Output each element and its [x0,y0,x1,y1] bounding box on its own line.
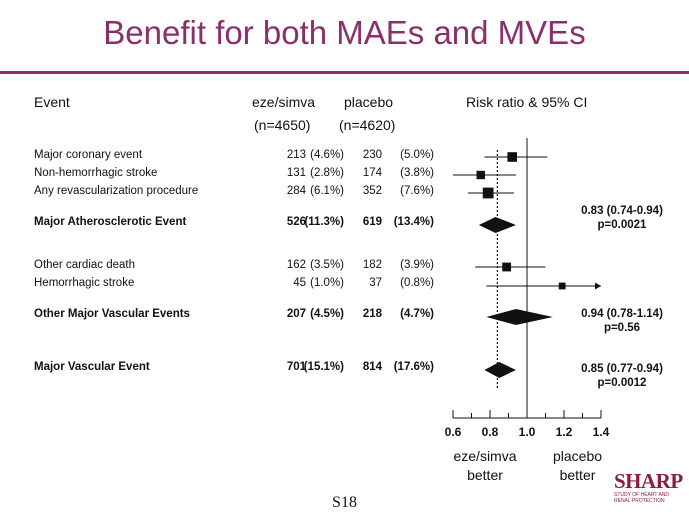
row-p2: (0.8%) [400,277,434,289]
axis-label-left: eze/simva better [445,447,525,485]
result-omve: 0.94 (0.78-1.14) p=0.56 [567,307,677,335]
header-event: Event [34,94,70,110]
logo-wordmark: SHARP [614,469,683,493]
axis-label-left-line1: eze/simva [453,448,517,464]
row-n1: 162 [286,259,306,271]
row-p2: (5.0%) [400,149,434,161]
result-mae: 0.83 (0.74-0.94) p=0.0021 [567,204,677,232]
slide-number: S18 [332,494,357,511]
header-ci: Risk ratio & 95% CI [466,94,588,110]
header-group2-n: (n=4620) [339,117,396,133]
logo-subtitle-2: RENAL PROTECTION [614,498,665,504]
row-p2: (3.9%) [400,259,434,271]
ci-arrow-right [595,282,601,290]
point-estimate-square [502,262,512,272]
result-p: p=0.0012 [597,377,647,389]
result-p: p=0.0021 [597,219,647,231]
row-n2: 37 [369,277,382,289]
row-n1: 207 [286,308,306,320]
header-group1: eze/simva [252,94,316,110]
row-label: Any revascularization procedure [34,185,199,197]
row-p2: (13.4%) [393,216,434,228]
logo-subtitle-1: STUDY OF HEART AND [614,492,670,498]
point-estimate-square [476,170,485,180]
result-rr: 0.94 (0.78-1.14) [581,308,663,320]
title-divider [0,71,689,74]
row-p1: (4.6%) [310,149,344,161]
row-n1: 526 [286,216,306,228]
row-p1: (3.5%) [310,259,344,271]
row-label: Other cardiac death [34,259,136,271]
row-n1: 131 [286,167,306,179]
x-tick-label: 1.4 [593,425,610,439]
summary-diamond [486,309,553,325]
table-row-summary: Major Atherosclerotic Event 526 (11.3%) … [34,216,434,232]
row-label: Other Major Vascular Events [34,308,190,320]
table-row-summary: Major Vascular Event 701 (15.1%) 814 (17… [34,361,434,377]
row-n2: 619 [362,216,382,228]
row-n1: 284 [286,185,306,197]
axis-label-right: placebo better [540,447,615,485]
row-n2: 352 [362,185,382,197]
axis-label-left-line2: better [467,467,503,483]
row-p1: (15.1%) [303,361,344,373]
table-row: Non-hemorrhagic stroke 131 (2.8%) 174 (3… [34,167,434,183]
point-estimate-square [482,187,494,199]
row-p2: (3.8%) [400,167,434,179]
row-n2: 182 [362,259,382,271]
table-row: Any revascularization procedure 284 (6.1… [34,185,434,201]
row-label: Major Atherosclerotic Event [34,216,187,228]
axis-label-right-line2: better [559,467,596,483]
row-n2: 218 [362,308,382,320]
row-n1: 213 [286,149,306,161]
row-p2: (4.7%) [400,308,434,320]
row-n1: 701 [286,361,306,373]
point-estimate-square [558,282,566,290]
table-row: Hemorrhagic stroke 45 (1.0%) 37 (0.8%) [34,277,434,293]
table-row: Major coronary event 213 (4.6%) 230 (5.0… [34,149,434,165]
summary-diamond [484,362,516,378]
x-tick-label: 0.8 [482,425,499,439]
row-n2: 814 [362,361,382,373]
result-p: p=0.56 [603,322,641,334]
x-tick-label: 1.0 [519,425,536,439]
row-p1: (2.8%) [310,167,344,179]
result-rr: 0.85 (0.77-0.94) [581,363,663,375]
row-p1: (11.3%) [304,216,344,228]
result-mve: 0.85 (0.77-0.94) p=0.0012 [567,362,677,390]
axis-label-right-line1: placebo [552,448,603,464]
table-row-summary: Other Major Vascular Events 207 (4.5%) 2… [34,308,434,324]
point-estimate-square [507,152,517,162]
x-tick-label: 0.6 [445,425,462,439]
header-group1-n: (n=4650) [254,117,311,133]
sharp-logo: SHARP STUDY OF HEART AND RENAL PROTECTIO… [614,470,684,515]
x-tick-label: 1.2 [556,425,573,439]
header-group2: placebo [344,94,394,110]
row-p2: (17.6%) [393,361,434,373]
row-p1: (1.0%) [310,277,344,289]
summary-diamond [478,217,516,233]
row-n1: 45 [293,277,306,289]
row-label: Major coronary event [34,149,143,161]
row-n2: 174 [362,167,382,179]
row-n2: 230 [362,149,382,161]
row-p1: (4.5%) [310,308,344,320]
row-p2: (7.6%) [400,185,434,197]
result-rr: 0.83 (0.74-0.94) [581,205,663,217]
table-row: Other cardiac death 162 (3.5%) 182 (3.9%… [34,259,434,275]
row-label: Hemorrhagic stroke [34,277,135,289]
row-label: Non-hemorrhagic stroke [34,167,158,179]
row-label: Major Vascular Event [34,361,150,373]
row-p1: (6.1%) [310,185,344,197]
slide-title: Benefit for both MAEs and MVEs [103,14,586,51]
